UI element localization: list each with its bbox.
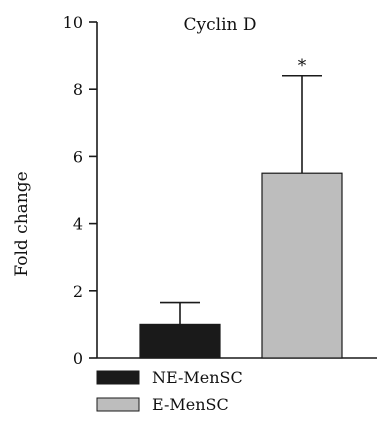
y-tick-label: 2 bbox=[73, 282, 83, 301]
y-tick-label: 4 bbox=[73, 215, 83, 234]
bars-group: * bbox=[139, 56, 343, 359]
y-axis-ticks: 0 2 4 6 8 10 bbox=[63, 13, 97, 368]
y-tick-label: 6 bbox=[73, 147, 83, 166]
significance-marker: * bbox=[298, 56, 307, 76]
legend: NE-MenSC E-MenSC bbox=[96, 368, 243, 414]
y-tick-label: 0 bbox=[73, 349, 83, 368]
legend-label: E-MenSC bbox=[152, 395, 229, 414]
chart-title: Cyclin D bbox=[184, 15, 257, 35]
legend-label: NE-MenSC bbox=[152, 368, 243, 387]
legend-swatch bbox=[96, 370, 140, 385]
legend-swatch bbox=[96, 397, 140, 412]
bar bbox=[139, 323, 221, 359]
y-tick-label: 8 bbox=[73, 80, 83, 99]
bar bbox=[261, 172, 343, 359]
y-tick-label: 10 bbox=[63, 13, 83, 32]
y-axis-label: Fold change bbox=[12, 171, 32, 276]
